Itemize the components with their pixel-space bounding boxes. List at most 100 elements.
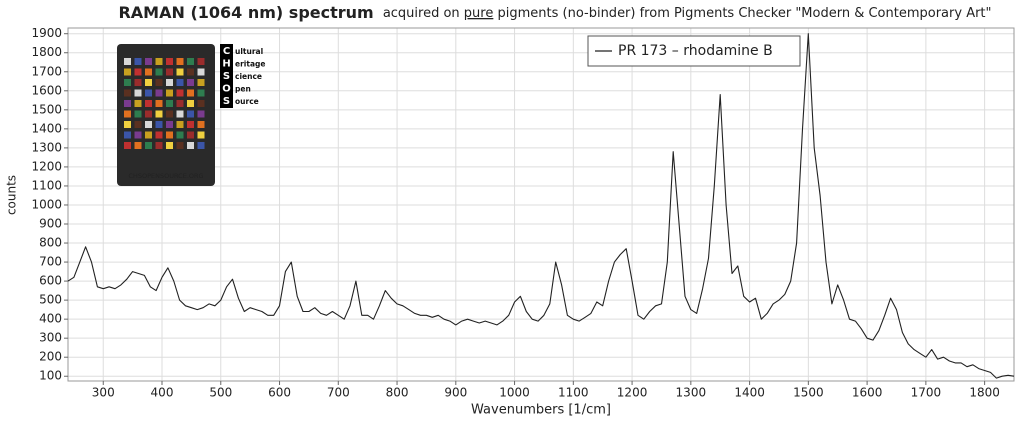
logo-swatch [124, 58, 131, 65]
logo-swatch [197, 100, 205, 107]
x-tick-label: 1400 [734, 386, 765, 400]
logo: CHSOSulturaleritageciencepenourceCHSOPEN… [117, 44, 265, 186]
y-tick-label: 500 [39, 293, 62, 307]
x-tick-label: 1600 [852, 386, 883, 400]
subtitle: acquired on [383, 6, 464, 21]
logo-word: pen [235, 85, 251, 94]
y-tick-label: 1000 [31, 197, 62, 211]
grid [68, 28, 1014, 381]
x-tick-label: 1500 [793, 386, 824, 400]
y-tick-label: 800 [39, 236, 62, 250]
logo-letter: S [223, 96, 230, 107]
x-tick-label: 400 [151, 386, 174, 400]
logo-swatch [134, 110, 142, 118]
x-axis-label: Wavenumbers [1/cm] [471, 403, 611, 418]
logo-swatch [166, 79, 173, 86]
logo-word: ource [235, 97, 259, 106]
logo-word: ultural [235, 47, 263, 56]
logo-swatch [166, 58, 173, 65]
x-tick-label: 500 [209, 386, 232, 400]
logo-swatch [187, 68, 194, 76]
logo-swatch [187, 121, 194, 128]
subtitle: pure [464, 6, 494, 21]
logo-swatch [134, 131, 142, 139]
logo-swatch [134, 68, 142, 76]
x-tick-label: 1200 [617, 386, 648, 400]
x-tick-label: 900 [444, 386, 467, 400]
spectrum-line [67, 33, 1015, 379]
logo-swatch [134, 58, 142, 65]
logo-swatch [134, 100, 142, 107]
logo-swatch [145, 110, 152, 118]
x-tick-label: 300 [92, 386, 115, 400]
logo-swatch [176, 131, 184, 139]
y-tick-label: 1300 [31, 140, 62, 154]
logo-swatch [155, 142, 163, 149]
y-tick-label: 1800 [31, 45, 62, 59]
logo-swatch [124, 100, 131, 107]
y-tick-label: 100 [39, 369, 62, 383]
logo-swatch [134, 89, 142, 97]
logo-swatch [155, 89, 163, 97]
chart-title-line: RAMAN (1064 nm) spectrum acquired on pur… [118, 3, 991, 22]
x-tick-label: 800 [386, 386, 409, 400]
logo-url: CHSOPENSOURCE.ORG [128, 172, 203, 180]
logo-swatch [176, 58, 184, 65]
y-tick-label: 400 [39, 312, 62, 326]
y-axis-label: counts [5, 175, 19, 215]
y-tick-label: 1900 [31, 26, 62, 40]
logo-swatch [166, 100, 173, 107]
logo-swatch [176, 79, 184, 86]
logo-swatch [166, 89, 173, 97]
logo-swatch [124, 68, 131, 76]
legend-label: PR 173 – rhodamine B [618, 43, 773, 59]
logo-swatch [124, 142, 131, 149]
logo-swatch [166, 142, 173, 149]
x-tick-label: 700 [327, 386, 350, 400]
logo-letter-box [220, 44, 233, 108]
logo-swatch [176, 89, 184, 97]
logo-swatch [176, 100, 184, 107]
logo-swatch [134, 142, 142, 149]
logo-swatch [197, 110, 205, 118]
logo-swatch [145, 142, 152, 149]
logo-swatch [145, 79, 152, 86]
logo-swatch [155, 100, 163, 107]
y-tick-label: 200 [39, 350, 62, 364]
logo-swatch [155, 79, 163, 86]
logo-swatch [187, 58, 194, 65]
logo-swatch [124, 89, 131, 97]
x-tick-label: 1300 [676, 386, 707, 400]
logo-swatch [166, 110, 173, 118]
logo-swatch [187, 100, 194, 107]
y-tick-label: 600 [39, 274, 62, 288]
x-tick-label: 1700 [911, 386, 942, 400]
logo-swatch [134, 79, 142, 86]
y-tick-label: 700 [39, 255, 62, 269]
logo-swatch [155, 68, 163, 76]
logo-swatch [155, 58, 163, 65]
logo-swatch [187, 131, 194, 139]
logo-swatch [197, 68, 205, 76]
chart-title: RAMAN (1064 nm) spectrum [118, 3, 373, 22]
x-tick-label: 1800 [969, 386, 1000, 400]
y-tick-label: 1200 [31, 159, 62, 173]
x-tick-label: 1000 [499, 386, 530, 400]
logo-swatch [197, 131, 205, 139]
logo-swatch [155, 110, 163, 118]
logo-swatch [187, 110, 194, 118]
logo-letter: C [223, 46, 230, 57]
logo-swatch [155, 121, 163, 128]
logo-swatch [197, 89, 205, 97]
logo-swatch [124, 121, 131, 128]
logo-swatch [176, 121, 184, 128]
logo-swatch [187, 142, 194, 149]
logo-swatch [155, 131, 163, 139]
logo-swatch [197, 79, 205, 86]
logo-swatch [145, 58, 152, 65]
logo-swatch [145, 100, 152, 107]
logo-swatch [145, 89, 152, 97]
logo-word: cience [235, 72, 262, 81]
x-tick-label: 600 [268, 386, 291, 400]
y-tick-label: 1500 [31, 102, 62, 116]
